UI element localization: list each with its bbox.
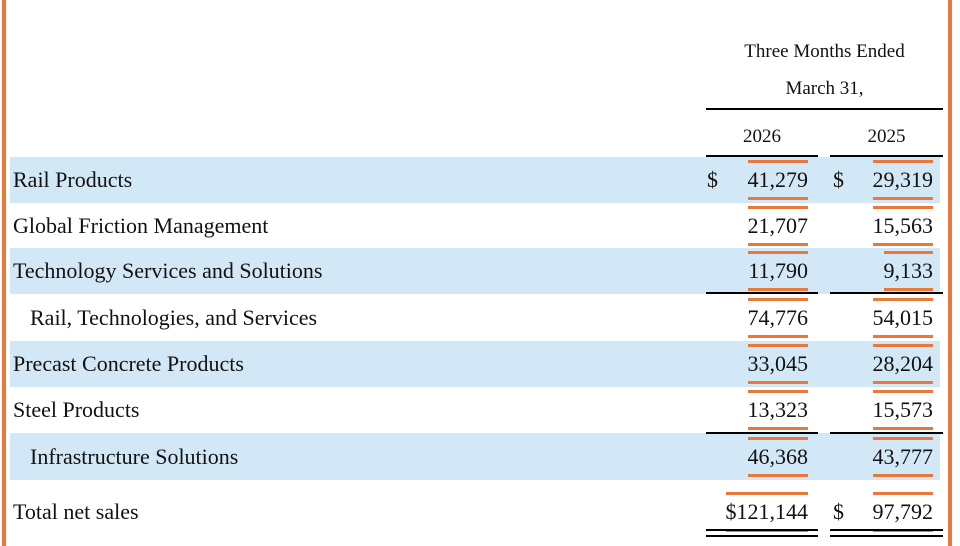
value-cell: 28,204: [872, 344, 933, 384]
value-cell: 46,368: [747, 436, 808, 477]
value-cell: 41,279: [747, 160, 808, 200]
row-label: Steel Products: [13, 397, 140, 422]
row-label: Rail, Technologies, and Services: [30, 304, 318, 330]
value-cell: 74,776: [747, 297, 808, 338]
total-rule: [706, 432, 818, 434]
row-label: Technology Services and Solutions: [13, 258, 323, 283]
total-rule: [706, 529, 818, 531]
total-rule: [706, 535, 818, 537]
total-rule: [830, 432, 943, 434]
row-band: [10, 433, 940, 480]
value-cell: $121,144: [725, 492, 808, 532]
value-cell: 97,792: [872, 492, 933, 532]
row-band: [10, 157, 940, 203]
period-header: Three Months Ended: [744, 41, 905, 62]
total-rule: [830, 529, 943, 531]
date-header: March 31,: [785, 78, 864, 99]
left-border: [2, 0, 6, 546]
value-cell: 13,323: [747, 390, 808, 430]
currency: $: [833, 167, 844, 192]
year-header: 2025: [867, 126, 906, 147]
row-band: [10, 341, 940, 387]
value-cell: 29,319: [872, 160, 933, 200]
value-cell: 43,777: [872, 436, 933, 477]
row-label: Total net sales: [13, 499, 139, 524]
total-rule: [830, 292, 943, 294]
year-header: 2026: [743, 126, 781, 147]
row-label: Global Friction Management: [13, 212, 269, 238]
row-band: [10, 248, 940, 294]
total-rule: [830, 535, 943, 537]
value-cell: 33,045: [747, 344, 808, 384]
currency: $: [707, 167, 718, 192]
value-cell: 9,133: [883, 251, 933, 291]
header-rule: [706, 108, 943, 110]
year-rule: [830, 155, 943, 157]
value-cell: 54,015: [872, 297, 933, 338]
value-cell: 15,563: [872, 205, 933, 246]
row-label: Infrastructure Solutions: [30, 443, 239, 469]
year-rule: [706, 155, 818, 157]
currency: $: [833, 499, 844, 524]
value-cell: 15,573: [872, 390, 933, 430]
row-label: Precast Concrete Products: [13, 351, 244, 376]
row-label: Rail Products: [13, 167, 133, 192]
right-border: [948, 0, 952, 546]
total-rule: [706, 292, 818, 294]
value-cell: 21,707: [747, 205, 808, 246]
value-cell: 11,790: [748, 251, 808, 291]
